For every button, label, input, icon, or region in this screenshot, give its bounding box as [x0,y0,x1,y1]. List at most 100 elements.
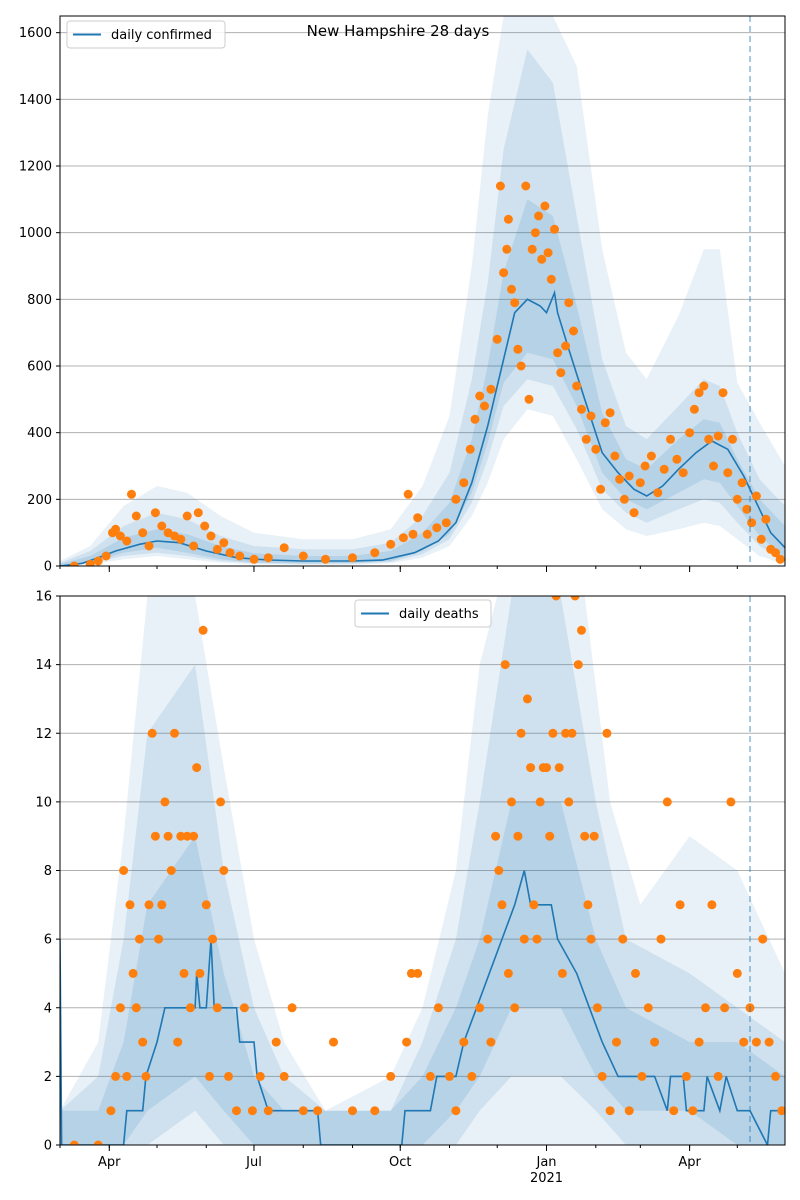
bottom-band-inner [60,801,785,1145]
bottom-observed-point [402,1037,412,1047]
bottom-observed-point [573,660,583,670]
top-observed-point [624,471,634,481]
bottom-observed-point [433,1003,443,1013]
bottom-observed-point [548,728,558,738]
top-observed-point [527,244,537,254]
top-observed-point [635,478,645,488]
top-observed-point [732,494,742,504]
top-observed-point [516,361,526,371]
bottom-observed-point [212,1003,222,1013]
bottom-observed-point [179,968,189,978]
top-observed-point [534,211,544,221]
bottom-observed-point [166,866,176,875]
top-observed-point [470,414,480,424]
bottom-observed-point [688,1106,698,1116]
top-observed-point [138,528,148,538]
bottom-observed-point [554,763,564,773]
top-observed-point [610,451,620,461]
bottom-observed-point [542,763,551,773]
top-observed-point [653,488,663,498]
bottom-observed-point [185,1003,195,1013]
bottom-observed-point [500,660,510,670]
bottom-observed-point [580,831,590,841]
bottom-observed-point [247,1106,257,1116]
bottom-observed-point [720,1003,730,1013]
bottom-observed-point [192,763,202,773]
bottom-observed-point [526,763,536,773]
bottom-observed-point [669,1106,679,1116]
top-observed-point [499,268,509,278]
bottom-observed-point [189,831,199,841]
bottom-observed-point [141,1071,151,1081]
bottom-observed-point [106,1106,116,1116]
bottom-observed-point [551,596,561,601]
top-observed-point [530,228,540,238]
top-observed-point [465,444,475,454]
bottom-observed-point [675,900,685,910]
top-panel: 0 200 400 600 800 1000 1200 1400 1600 daily confi… [19,15,786,575]
bottom-observed-point [173,1037,183,1047]
top-observed-point [370,548,380,558]
bottom-legend-box [354,599,492,628]
top-observed-point [546,274,556,284]
bottom-observed-point [605,1106,615,1116]
bottom-observed-point [522,694,532,704]
bottom-observed-point [144,900,154,910]
bottom-observed-point [298,1106,308,1116]
top-observed-point [577,404,586,414]
top-band-inner [60,199,785,566]
bottom-observed-point [656,934,666,944]
bottom-ytick-label: 12 [35,727,52,742]
bottom-observed-point [491,831,501,841]
top-observed-point [235,551,245,561]
top-observed-point [659,464,669,474]
top-observed-point [93,556,103,566]
bottom-observed-point [764,1037,774,1047]
bottom-observed-point [650,1037,660,1047]
bottom-observed-point [486,1037,496,1047]
top-observed-point [348,553,357,563]
top-observed-point [713,431,723,441]
bottom-observed-point [147,728,157,738]
top-observed-point [182,511,192,521]
bottom-observed-point [643,1003,653,1013]
bottom-observed-point [125,900,135,910]
top-ytick-label: 600 [27,360,52,375]
bottom-observed-point [224,1071,233,1081]
top-legend-box [66,20,226,49]
bottom-observed-point [69,1140,79,1145]
top-observed-point [219,538,229,548]
top-observed-point [131,511,141,521]
bottom-observed-point [445,1071,454,1081]
top-observed-point [556,368,566,378]
bottom-observed-point [150,831,160,841]
top-observed-point [524,394,534,404]
bottom-legend: daily deaths [354,599,492,628]
top-observed-point [723,468,733,478]
bottom-ytick-label: 4 [44,1001,52,1016]
bottom-ytick-label: 10 [35,795,52,810]
top-observed-point [615,474,625,484]
top-observed-point [572,381,582,391]
bottom-observed-point [583,900,593,910]
bottom-observed-point [170,728,179,738]
bottom-observed-point [516,728,526,738]
top-observed-point [408,529,418,539]
top-observed-point [704,434,714,444]
bottom-observed-point [201,900,211,910]
top-observed-point [550,224,559,234]
top-observed-point [586,411,596,421]
top-observed-point [771,548,780,558]
top-observed-point [225,548,235,558]
top-ytick-label: 0 [44,560,52,575]
bottom-observed-point [586,934,596,944]
bottom-observed-point [713,1071,723,1081]
bottom-plot-area [60,596,785,1145]
bottom-observed-point [681,1071,691,1081]
top-legend-label: daily confirmed [111,28,212,43]
top-ytick-label: 1600 [19,26,52,41]
bottom-observed-point [589,831,599,841]
top-observed-point [441,518,451,528]
bottom-observed-point [739,1037,749,1047]
